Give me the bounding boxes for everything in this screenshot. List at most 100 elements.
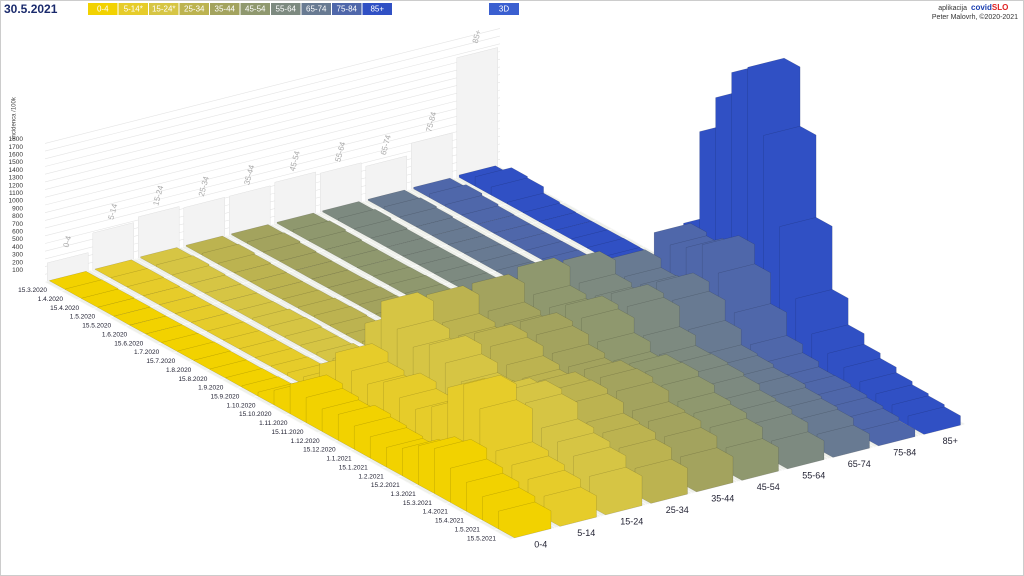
x-tick-label: 1.1.2021	[326, 456, 352, 463]
grid-line	[44, 89, 501, 206]
bar	[725, 438, 779, 481]
x-tick-label: 1.3.2021	[390, 491, 416, 498]
age-label: 75-84	[893, 448, 916, 458]
legend-button[interactable]	[210, 3, 240, 15]
legend-label[interactable]: 5-14*	[124, 5, 143, 14]
y-tick-label: 300	[12, 252, 23, 259]
x-tick-label: 15.2.2021	[371, 482, 400, 489]
x-tick-label: 1.7.2020	[134, 349, 160, 356]
x-tick-label: 1.10.2020	[227, 402, 256, 409]
grid-line	[44, 51, 501, 167]
x-tick-label: 15.10.2020	[239, 411, 272, 418]
y-tick-label: 100	[12, 267, 23, 274]
legend-label[interactable]: 85+	[370, 5, 384, 14]
back-panel	[456, 47, 498, 179]
x-tick-label: 15.1.2021	[339, 464, 368, 471]
y-tick-label: 500	[12, 236, 23, 243]
x-tick-label: 15.3.2020	[18, 287, 47, 294]
y-tick-label: 1400	[9, 167, 24, 174]
x-tick-label: 15.6.2020	[114, 340, 143, 347]
grid-line	[44, 97, 501, 213]
x-tick-label: 1.2.2021	[358, 473, 384, 480]
legend-button[interactable]	[88, 3, 118, 15]
grid-line	[44, 105, 501, 221]
bar	[498, 501, 552, 539]
age-label: 55-64	[802, 471, 825, 481]
x-tick-label: 1.12.2020	[291, 438, 320, 445]
legend-label[interactable]: 35-44	[215, 5, 236, 14]
y-axis-label: incidenca /100k	[12, 96, 18, 139]
bar	[589, 466, 643, 516]
legend-label[interactable]: 45-54	[245, 5, 266, 14]
age-label: 15-24	[620, 517, 643, 527]
y-tick-label: 1000	[9, 198, 24, 205]
x-tick-label: 1.11.2020	[259, 420, 288, 427]
floor-line	[44, 281, 511, 540]
legend-label[interactable]: 0-4	[97, 5, 109, 14]
y-tick-label: 400	[12, 244, 23, 251]
age-label: 45-54	[757, 482, 780, 492]
x-tick-label: 15.5.2020	[82, 323, 111, 330]
back-age-label: 85+	[471, 28, 483, 44]
x-tick-label: 1.4.2021	[423, 509, 449, 516]
bar	[771, 431, 825, 470]
age-label: 5-14	[577, 528, 595, 538]
bar	[634, 458, 688, 504]
bar	[907, 406, 961, 435]
x-tick-label: 15.12.2020	[303, 447, 336, 454]
legend-button[interactable]	[149, 3, 179, 15]
legend-button[interactable]	[118, 3, 149, 15]
grid-line	[44, 66, 501, 183]
app-prefix: aplikacija	[938, 5, 967, 12]
x-tick-label: 15.9.2020	[211, 393, 240, 400]
y-tick-label: 900	[12, 205, 23, 212]
bar	[680, 447, 734, 493]
x-tick-label: 15.4.2021	[435, 518, 464, 525]
x-tick-label: 1.5.2020	[70, 314, 96, 321]
legend-label[interactable]: 25-34	[184, 5, 205, 14]
age-label: 85+	[943, 436, 958, 446]
grid-line	[44, 82, 501, 198]
x-tick-label: 1.6.2020	[102, 331, 128, 338]
x-tick-label: 15.4.2020	[50, 305, 79, 312]
x-tick-label: 15.11.2020	[272, 429, 304, 436]
bar	[543, 486, 597, 527]
grid-line	[44, 58, 501, 175]
mode-button[interactable]: 3D	[499, 5, 509, 14]
legend-label[interactable]: 15-24*	[152, 5, 176, 14]
legend-button[interactable]	[271, 3, 301, 15]
mode-button-bg[interactable]	[489, 3, 519, 15]
bar	[862, 420, 916, 447]
back-age-label: 5-14	[106, 202, 119, 220]
y-tick-label: 600	[12, 229, 23, 236]
legend-button[interactable]	[240, 3, 271, 15]
legend-button[interactable]	[332, 3, 362, 15]
legend-label[interactable]: 75-84	[337, 5, 358, 14]
grid-line	[44, 35, 501, 152]
legend-label[interactable]: 55-64	[276, 5, 297, 14]
bar	[816, 424, 870, 458]
age-label: 65-74	[848, 459, 871, 469]
date: 30.5.2021	[4, 2, 58, 16]
x-tick-label: 15.7.2020	[146, 358, 175, 365]
x-tick-label: 1.9.2020	[198, 385, 224, 392]
y-tick-label: 200	[12, 259, 23, 266]
app-name-2: SLO	[992, 3, 1008, 12]
grid-line	[44, 112, 501, 229]
x-tick-label: 1.5.2021	[455, 526, 481, 533]
legend-button[interactable]	[362, 3, 393, 15]
grid-line	[44, 43, 501, 160]
legend-button[interactable]	[301, 3, 332, 15]
legend-label[interactable]: 65-74	[306, 5, 327, 14]
author: Peter Malovrh, ©2020-2021	[932, 13, 1018, 21]
x-tick-label: 15.8.2020	[178, 376, 207, 383]
y-tick-label: 1300	[9, 175, 24, 182]
y-tick-label: 1100	[9, 190, 23, 197]
y-tick-label: 800	[12, 213, 23, 220]
age-label: 25-34	[666, 505, 689, 515]
app-name-1: covid	[971, 3, 992, 12]
legend-button[interactable]	[179, 3, 210, 15]
x-tick-label: 15.3.2021	[403, 500, 432, 507]
age-label: 0-4	[534, 540, 547, 550]
